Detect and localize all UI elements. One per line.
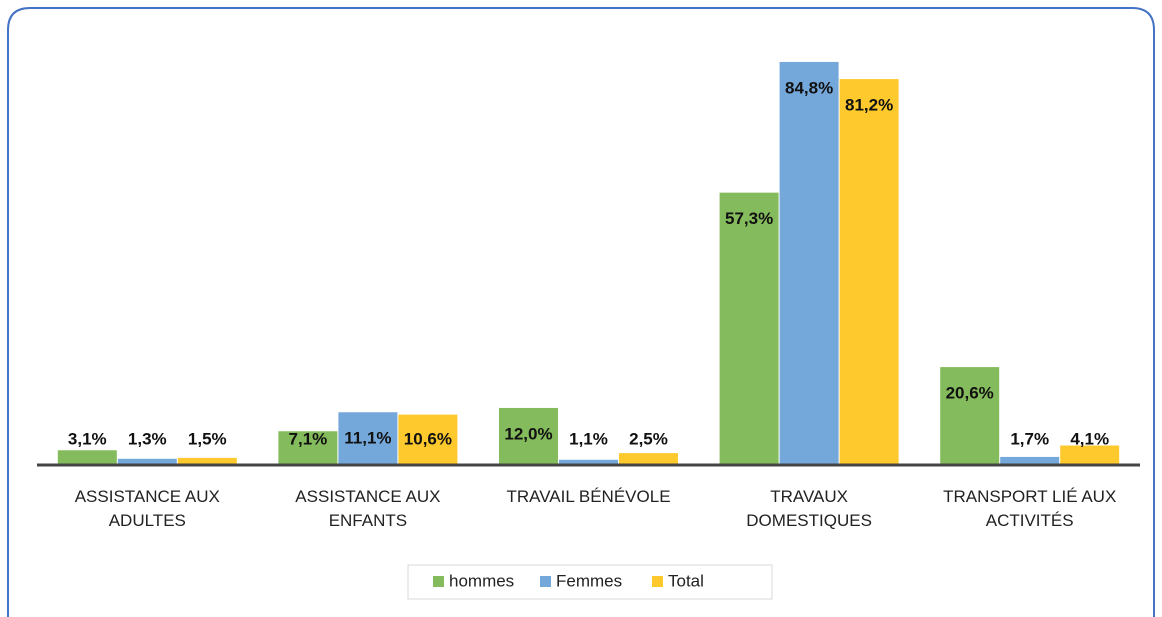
data-label: 20,6% [946, 384, 994, 403]
legend-label: Femmes [556, 571, 622, 590]
legend-label: Total [668, 571, 704, 590]
bar [839, 79, 899, 465]
bar [779, 61, 839, 465]
bar [499, 407, 558, 465]
legend-swatch [433, 576, 444, 587]
bar [619, 453, 678, 465]
bar [940, 367, 1000, 465]
bar [117, 458, 177, 465]
bar [338, 412, 398, 465]
bar [1000, 456, 1060, 465]
bar [398, 414, 458, 465]
bar [559, 459, 618, 465]
data-label: 1,1% [569, 429, 608, 448]
data-label: 4,1% [1070, 429, 1109, 448]
data-label: 1,7% [1010, 429, 1049, 448]
data-label: 84,8% [785, 78, 833, 97]
data-label: 2,5% [629, 429, 668, 448]
data-label: 7,1% [289, 429, 328, 448]
bar [1060, 445, 1120, 465]
data-label: 57,3% [725, 209, 773, 228]
bar [278, 431, 338, 465]
legend-box [407, 564, 773, 600]
data-label: 1,5% [188, 429, 227, 448]
data-label: 11,1% [344, 429, 391, 448]
bar [177, 457, 237, 465]
x-tick-label: ASSISTANCE AUX ENFANTS [295, 487, 441, 530]
x-tick-label: TRAVAIL BÉNÉVOLE [506, 487, 671, 506]
bar [719, 192, 779, 465]
legend-swatch [540, 576, 551, 587]
legend-label: hommes [449, 571, 514, 590]
data-label: 1,3% [128, 429, 167, 448]
x-tick-label: TRAVAUX DOMESTIQUES [746, 487, 872, 530]
data-label: 3,1% [68, 429, 107, 448]
legend-swatch [652, 576, 663, 587]
data-label: 81,2% [845, 96, 893, 115]
x-tick-label: ASSISTANCE AUX ADULTES [74, 487, 220, 530]
bar [57, 450, 117, 465]
data-label: 10,6% [404, 429, 452, 448]
data-label: 12,0% [504, 424, 552, 443]
frame [7, 7, 1155, 617]
x-tick-label: TRANSPORT LIÉ AUX ACTIVITÉS [943, 487, 1117, 530]
